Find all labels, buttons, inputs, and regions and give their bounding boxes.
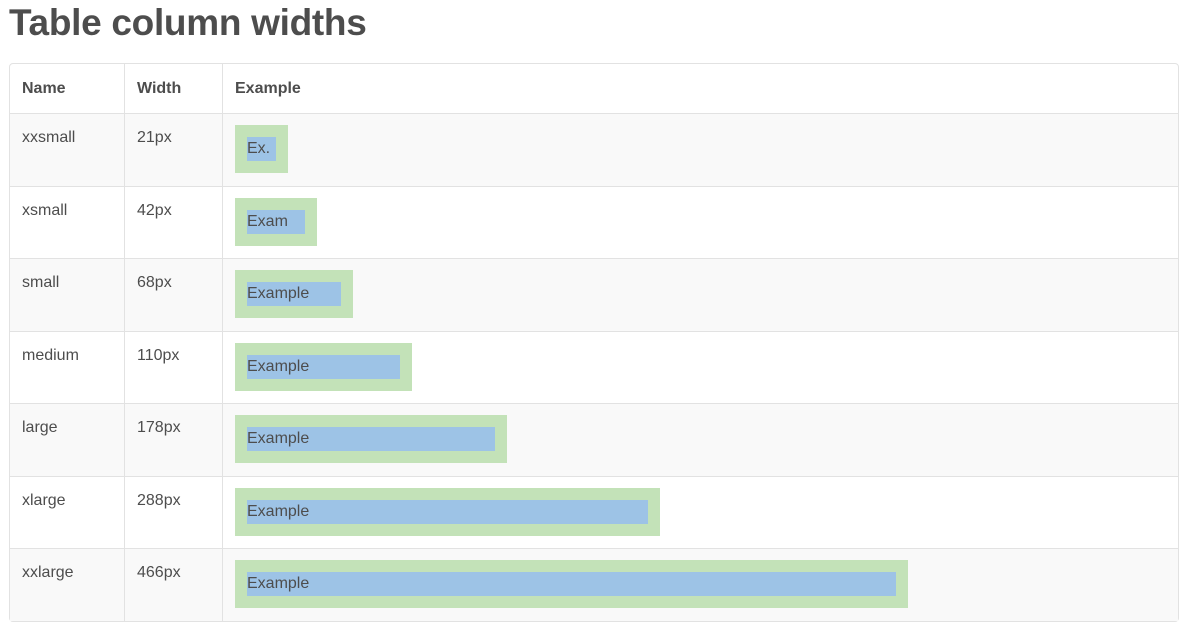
example-inner-box: Example [247, 572, 896, 596]
width-cell: 21px [124, 113, 222, 186]
example-outer-box: Example [235, 487, 660, 536]
example-inner-box: Ex. [247, 137, 276, 161]
example-inner-box: Example [247, 427, 495, 451]
column-header: Example [222, 64, 1178, 113]
width-table: Name Width Example xxsmall 21px Ex. xsmall 42p… [9, 63, 1179, 622]
example-cell: Ex. [222, 113, 1178, 186]
example-inner-box: Exam [247, 209, 305, 234]
width-cell: 42px [124, 185, 222, 258]
page-title: Table column widths [9, 2, 367, 43]
example-outer-box: Exam [235, 197, 317, 246]
table-body: xxsmall 21px Ex. xsmall 42px Exam small 68px Exa… [10, 113, 1178, 621]
name-cell: xxlarge [10, 548, 124, 621]
table-row: small 68px Example [10, 258, 1178, 331]
example-cell: Example [222, 403, 1178, 476]
example-inner-box: Example [247, 282, 341, 306]
example-cell: Exam [222, 185, 1178, 258]
name-cell: large [10, 403, 124, 476]
column-header: Width [124, 64, 222, 113]
example-inner-box: Example [247, 499, 648, 524]
example-outer-box: Example [235, 270, 353, 318]
column-header: Name [22, 79, 66, 97]
name-cell: small [10, 258, 124, 331]
table-row: medium 110px Example [10, 330, 1178, 404]
name-cell: xxsmall [10, 113, 124, 186]
example-cell: Example [222, 330, 1178, 403]
width-cell: 466px [124, 548, 222, 621]
width-cell: 68px [124, 258, 222, 331]
name-cell: xlarge [10, 475, 124, 549]
table-row: xlarge 288px Example [10, 475, 1178, 549]
name-cell: xsmall [10, 185, 124, 259]
table-row: xsmall 42px Exam [10, 185, 1178, 259]
width-cell: 178px [124, 403, 222, 476]
example-outer-box: Ex. [235, 125, 288, 173]
name-cell: medium [10, 330, 124, 404]
example-outer-box: Example [235, 415, 507, 463]
example-cell: Example [222, 258, 1178, 331]
width-cell: 288px [124, 475, 222, 548]
table-row: large 178px Example [10, 403, 1178, 476]
header-row: Name Width Example [10, 64, 1178, 113]
table-row: xxlarge 466px Example [10, 548, 1178, 621]
example-cell: Example [222, 475, 1178, 548]
example-cell: Example [222, 548, 1178, 621]
width-cell: 110px [124, 330, 222, 403]
example-outer-box: Example [235, 560, 908, 608]
table-row: xxsmall 21px Ex. [10, 113, 1178, 186]
example-outer-box: Example [235, 342, 412, 391]
example-inner-box: Example [247, 354, 400, 379]
